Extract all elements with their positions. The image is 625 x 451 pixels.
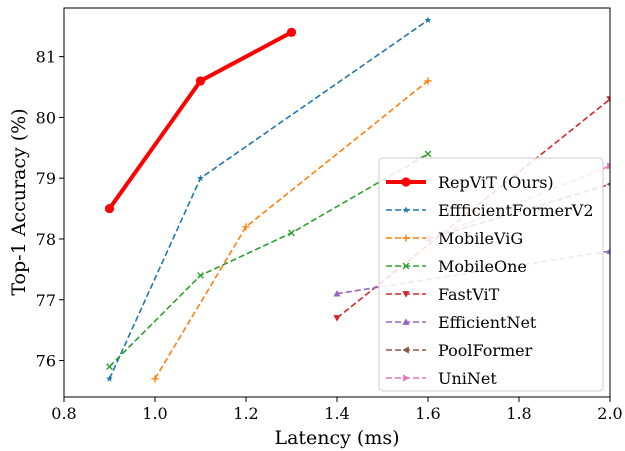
legend-marker <box>402 291 410 298</box>
legend-item-efficientnet: EfficientNet <box>386 313 537 332</box>
data-point-mobilevig <box>151 375 159 383</box>
legend: RepViT (Ours) EffficientFormerV2 MobileViG… <box>378 157 604 392</box>
data-point-repvit-ours <box>195 76 206 86</box>
x-tick-label: 2.0 <box>597 404 622 423</box>
legend-label: EffficientFormerV2 <box>438 201 594 220</box>
series-repvit-ours <box>104 27 297 214</box>
data-point-effficientformerv2 <box>197 174 204 182</box>
legend-item-fastvit: FastViT <box>386 285 500 304</box>
x-tick-label: 1.0 <box>142 404 167 423</box>
series-effficientformerv2 <box>106 16 432 382</box>
x-tick-label: 1.8 <box>506 404 531 423</box>
legend-item-mobileone: MobileOne <box>386 257 527 276</box>
legend-marker <box>402 206 410 213</box>
legend-item-mobilevig: MobileViG <box>386 229 523 248</box>
legend-label: MobileViG <box>438 229 523 248</box>
legend-marker <box>402 346 409 354</box>
x-axis: 0.8 1.0 1.2 1.4 1.6 1.8 2.0 <box>51 397 623 423</box>
series-line-mobileone <box>108 153 429 368</box>
legend-label: RepViT (Ours) <box>438 173 554 192</box>
legend-item-repvit-ours: RepViT (Ours) <box>386 173 554 192</box>
data-point-efficientnet <box>333 290 341 297</box>
data-point-efficientnet <box>606 247 610 255</box>
legend-marker <box>402 234 410 242</box>
legend-item-poolformer: PoolFormer <box>386 341 533 360</box>
y-tick-label: 81 <box>36 48 56 67</box>
data-point-uninet <box>607 162 610 170</box>
data-point-mobileone <box>197 272 204 279</box>
data-point-effficientformerv2 <box>106 375 113 382</box>
data-point-effficientformerv2 <box>424 16 432 24</box>
y-tick-label: 78 <box>36 230 56 249</box>
legend-box <box>378 157 604 392</box>
series-line-mobilevig <box>154 80 429 380</box>
data-point-mobilevig <box>242 223 250 231</box>
data-point-repvit-ours <box>104 203 115 214</box>
y-tick-label: 77 <box>36 291 56 310</box>
x-tick-label: 1.6 <box>415 404 440 423</box>
legend-label: FastViT <box>438 285 500 304</box>
x-axis-label: Latency (ms) <box>274 427 399 449</box>
data-point-mobileone <box>424 150 432 158</box>
legend-item-effficientformerv2: EffficientFormerV2 <box>386 201 594 220</box>
y-axis: 76 77 78 79 80 81 <box>36 48 64 371</box>
data-point-mobileone <box>288 229 295 237</box>
data-point-repvit-ours <box>286 27 297 37</box>
legend-marker <box>401 177 411 187</box>
y-tick-label: 76 <box>36 352 56 371</box>
legend-label: PoolFormer <box>438 341 533 360</box>
legend-marker <box>402 262 410 270</box>
y-axis-label: Top-1 Accuracy (%) <box>8 108 30 295</box>
data-point-mobileone <box>106 363 113 370</box>
series-mobileone <box>106 150 432 370</box>
data-point-poolformer <box>606 182 610 187</box>
data-point-mobilevig <box>424 77 432 85</box>
legend-item-uninet: UniNet <box>386 369 497 388</box>
legend-marker <box>402 318 410 325</box>
x-tick-label: 1.2 <box>233 404 258 423</box>
y-tick-label: 80 <box>36 108 56 127</box>
legend-marker <box>403 374 410 382</box>
legend-label: UniNet <box>438 369 497 388</box>
data-point-fastvit <box>606 96 610 103</box>
series-mobilevig <box>151 77 432 383</box>
x-tick-label: 1.4 <box>324 404 349 423</box>
legend-label: EfficientNet <box>438 313 537 332</box>
x-tick-label: 0.8 <box>51 404 76 423</box>
legend-label: MobileOne <box>438 257 527 276</box>
data-point-fastvit <box>333 315 341 322</box>
y-tick-label: 79 <box>36 169 56 188</box>
series-line-repvit-ours <box>107 30 293 210</box>
